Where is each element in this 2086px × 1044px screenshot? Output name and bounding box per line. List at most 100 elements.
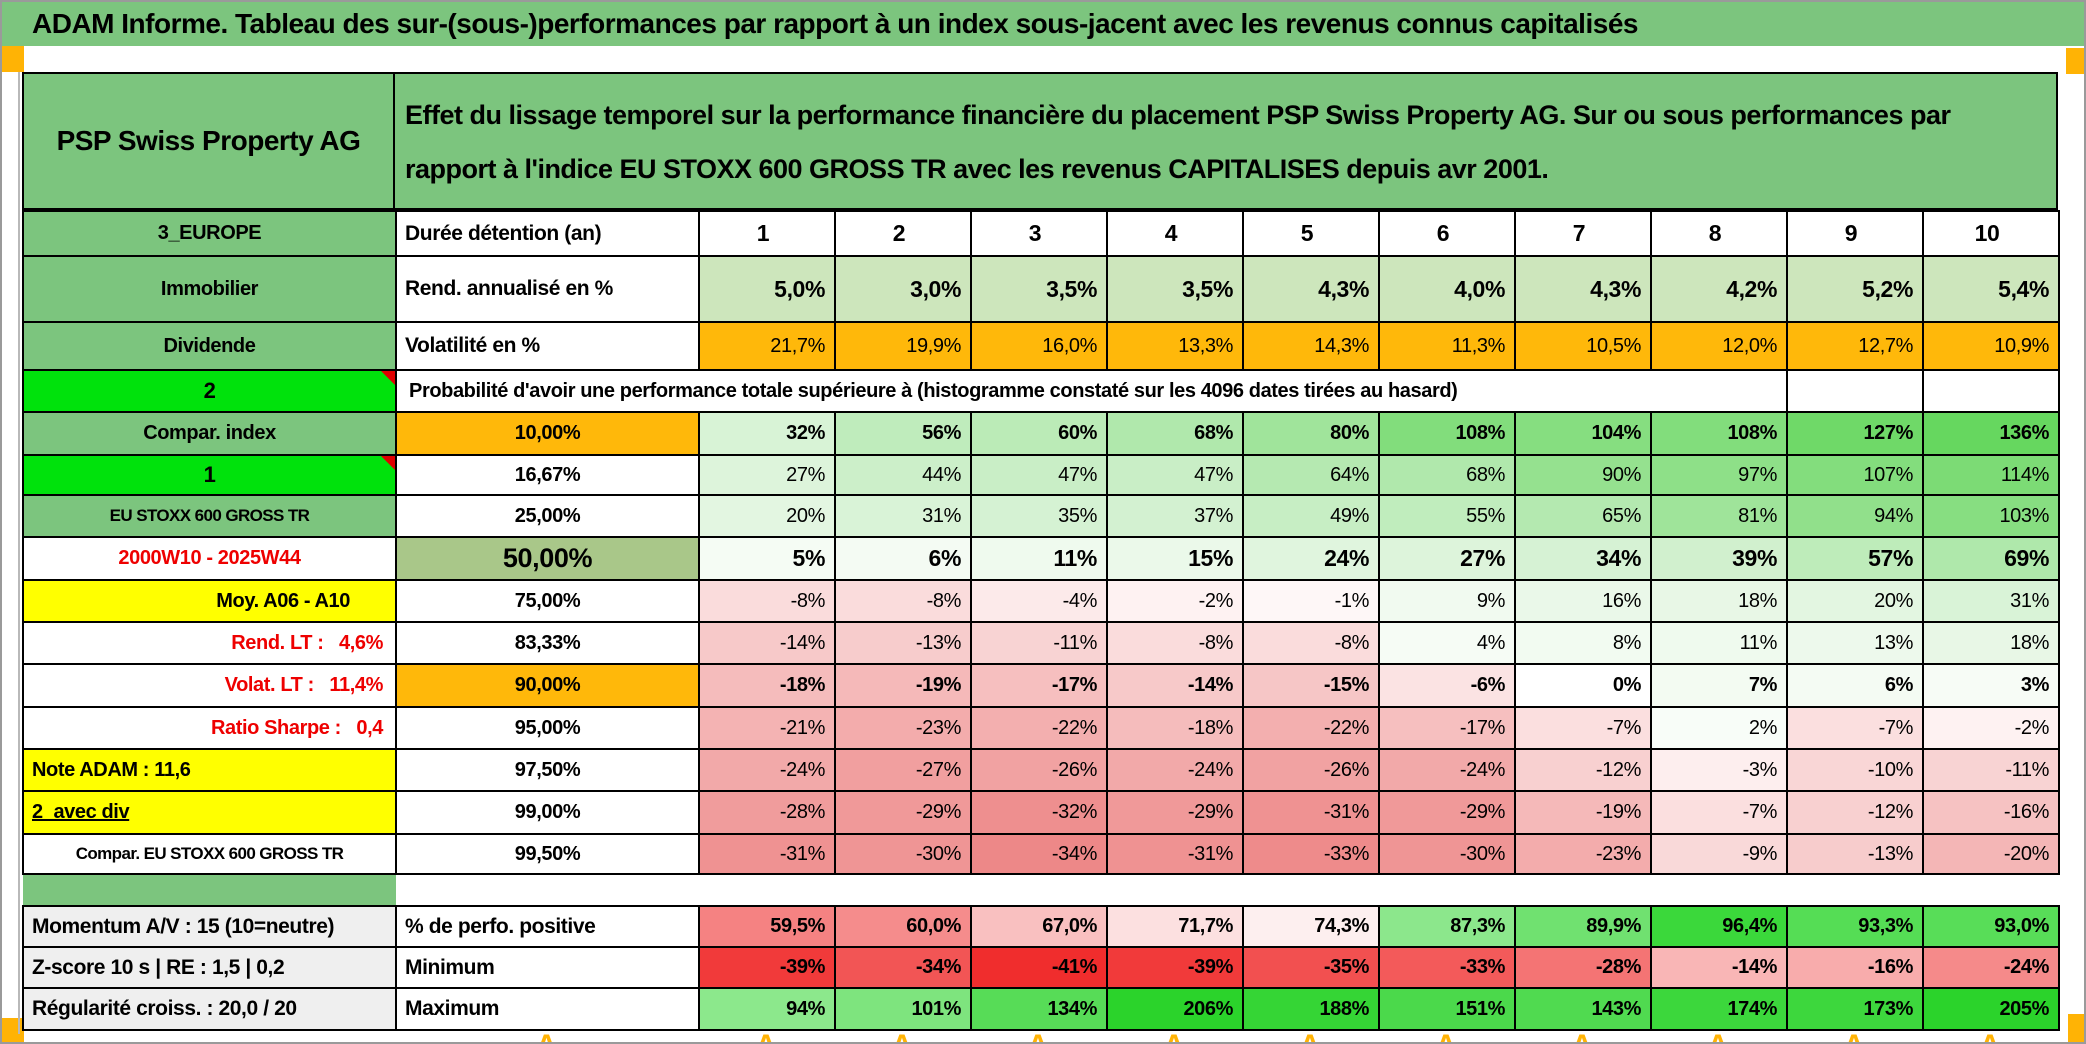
- value-cell[interactable]: 5%: [698, 536, 836, 581]
- value-cell[interactable]: 27%: [1378, 536, 1516, 581]
- metric-cell[interactable]: % de perfo. positive: [395, 905, 700, 948]
- value-cell[interactable]: 8%: [1514, 621, 1652, 665]
- metric-cell[interactable]: 25,00%: [395, 494, 700, 538]
- value-cell[interactable]: 5: [1242, 210, 1380, 257]
- value-cell[interactable]: 3: [970, 210, 1108, 257]
- value-cell[interactable]: 7%: [1650, 663, 1788, 708]
- value-cell[interactable]: -23%: [834, 706, 972, 750]
- value-cell[interactable]: -19%: [1514, 790, 1652, 835]
- value-cell[interactable]: 47%: [970, 454, 1108, 496]
- value-cell[interactable]: 24%: [1242, 536, 1380, 581]
- value-cell[interactable]: 57%: [1786, 536, 1924, 581]
- value-cell[interactable]: 55%: [1378, 494, 1516, 538]
- row-label-cell[interactable]: Momentum A/V : 15 (10=neutre): [22, 905, 397, 948]
- value-cell[interactable]: 93,3%: [1786, 905, 1924, 948]
- value-cell[interactable]: 8: [1650, 210, 1788, 257]
- value-cell[interactable]: 4%: [1378, 621, 1516, 665]
- value-cell[interactable]: -13%: [834, 621, 972, 665]
- value-cell[interactable]: -6%: [1378, 663, 1516, 708]
- value-cell[interactable]: 107%: [1786, 454, 1924, 496]
- value-cell[interactable]: 10: [1922, 210, 2060, 257]
- row-label-cell[interactable]: EU STOXX 600 GROSS TR: [22, 494, 397, 538]
- value-cell[interactable]: -24%: [1106, 748, 1244, 792]
- value-cell[interactable]: 11,3%: [1378, 321, 1516, 371]
- value-cell[interactable]: -33%: [1242, 833, 1380, 875]
- value-cell[interactable]: -2%: [1106, 579, 1244, 623]
- value-cell[interactable]: -28%: [1514, 946, 1652, 989]
- value-cell[interactable]: 68%: [1106, 411, 1244, 456]
- value-cell[interactable]: 94%: [698, 987, 836, 1031]
- value-cell[interactable]: -19%: [834, 663, 972, 708]
- value-cell[interactable]: 134%: [970, 987, 1108, 1031]
- description-cell[interactable]: Effet du lissage temporel sur la perform…: [395, 72, 2058, 210]
- value-cell[interactable]: -32%: [970, 790, 1108, 835]
- value-cell[interactable]: 143%: [1514, 987, 1652, 1031]
- row-label-cell[interactable]: Moy. A06 - A10: [22, 579, 397, 623]
- value-cell[interactable]: 27%: [698, 454, 836, 496]
- row-label-cell[interactable]: Immobilier: [22, 255, 397, 323]
- metric-cell[interactable]: Maximum: [395, 987, 700, 1031]
- row-label-cell[interactable]: Rend. LT : 4,6%: [22, 621, 397, 665]
- value-cell[interactable]: -8%: [1242, 621, 1380, 665]
- value-cell[interactable]: 108%: [1378, 411, 1516, 456]
- value-cell[interactable]: -18%: [1106, 706, 1244, 750]
- value-cell[interactable]: 2: [834, 210, 972, 257]
- value-cell[interactable]: -13%: [1786, 833, 1924, 875]
- value-cell[interactable]: -39%: [698, 946, 836, 989]
- value-cell[interactable]: -17%: [1378, 706, 1516, 750]
- row-label-cell[interactable]: Volat. LT : 11,4%: [22, 663, 397, 708]
- value-cell[interactable]: 94%: [1786, 494, 1924, 538]
- value-cell[interactable]: -15%: [1242, 663, 1380, 708]
- value-cell[interactable]: 5,2%: [1786, 255, 1924, 323]
- value-cell[interactable]: 87,3%: [1378, 905, 1516, 948]
- metric-cell[interactable]: 10,00%: [395, 411, 700, 456]
- value-cell[interactable]: 2%: [1650, 706, 1788, 750]
- value-cell[interactable]: -14%: [1106, 663, 1244, 708]
- value-cell[interactable]: 60,0%: [834, 905, 972, 948]
- value-cell[interactable]: 13%: [1786, 621, 1924, 665]
- value-cell[interactable]: -30%: [1378, 833, 1516, 875]
- value-cell[interactable]: 13,3%: [1106, 321, 1244, 371]
- merged-note-cell[interactable]: Probabilité d'avoir une performance tota…: [395, 369, 1788, 413]
- value-cell[interactable]: 11%: [970, 536, 1108, 581]
- value-cell[interactable]: -14%: [698, 621, 836, 665]
- value-cell[interactable]: 71,7%: [1106, 905, 1244, 948]
- value-cell[interactable]: -35%: [1242, 946, 1380, 989]
- metric-cell[interactable]: 95,00%: [395, 706, 700, 750]
- row-label-cell[interactable]: Régularité croiss. : 20,0 / 20: [22, 987, 397, 1031]
- value-cell[interactable]: 10,9%: [1922, 321, 2060, 371]
- value-cell[interactable]: 39%: [1650, 536, 1788, 581]
- value-cell[interactable]: -22%: [970, 706, 1108, 750]
- row-label-cell[interactable]: 3_EUROPE: [22, 210, 397, 257]
- value-cell[interactable]: 90%: [1514, 454, 1652, 496]
- value-cell[interactable]: -7%: [1514, 706, 1652, 750]
- row-label-cell[interactable]: Z-score 10 s | RE : 1,5 | 0,2: [22, 946, 397, 989]
- row-label-cell[interactable]: Compar. index: [22, 411, 397, 456]
- metric-cell[interactable]: Volatilité en %: [395, 321, 700, 371]
- value-cell[interactable]: -8%: [834, 579, 972, 623]
- value-cell[interactable]: 108%: [1650, 411, 1788, 456]
- value-cell[interactable]: 12,0%: [1650, 321, 1788, 371]
- value-cell[interactable]: -41%: [970, 946, 1108, 989]
- value-cell[interactable]: 6%: [1786, 663, 1924, 708]
- value-cell[interactable]: 37%: [1106, 494, 1244, 538]
- value-cell[interactable]: -12%: [1514, 748, 1652, 792]
- value-cell[interactable]: 64%: [1242, 454, 1380, 496]
- value-cell[interactable]: -31%: [1106, 833, 1244, 875]
- value-cell[interactable]: 104%: [1514, 411, 1652, 456]
- value-cell[interactable]: 9%: [1378, 579, 1516, 623]
- value-cell[interactable]: 103%: [1922, 494, 2060, 538]
- row-label-cell[interactable]: Note ADAM : 11,6: [22, 748, 397, 792]
- value-cell[interactable]: -17%: [970, 663, 1108, 708]
- value-cell[interactable]: 16,0%: [970, 321, 1108, 371]
- value-cell[interactable]: 31%: [834, 494, 972, 538]
- value-cell[interactable]: -9%: [1650, 833, 1788, 875]
- value-cell[interactable]: -4%: [970, 579, 1108, 623]
- value-cell[interactable]: 174%: [1650, 987, 1788, 1031]
- metric-cell[interactable]: 16,67%: [395, 454, 700, 496]
- value-cell[interactable]: 35%: [970, 494, 1108, 538]
- value-cell[interactable]: 59,5%: [698, 905, 836, 948]
- metric-cell[interactable]: 75,00%: [395, 579, 700, 623]
- metric-cell[interactable]: 99,00%: [395, 790, 700, 835]
- value-cell[interactable]: -12%: [1786, 790, 1924, 835]
